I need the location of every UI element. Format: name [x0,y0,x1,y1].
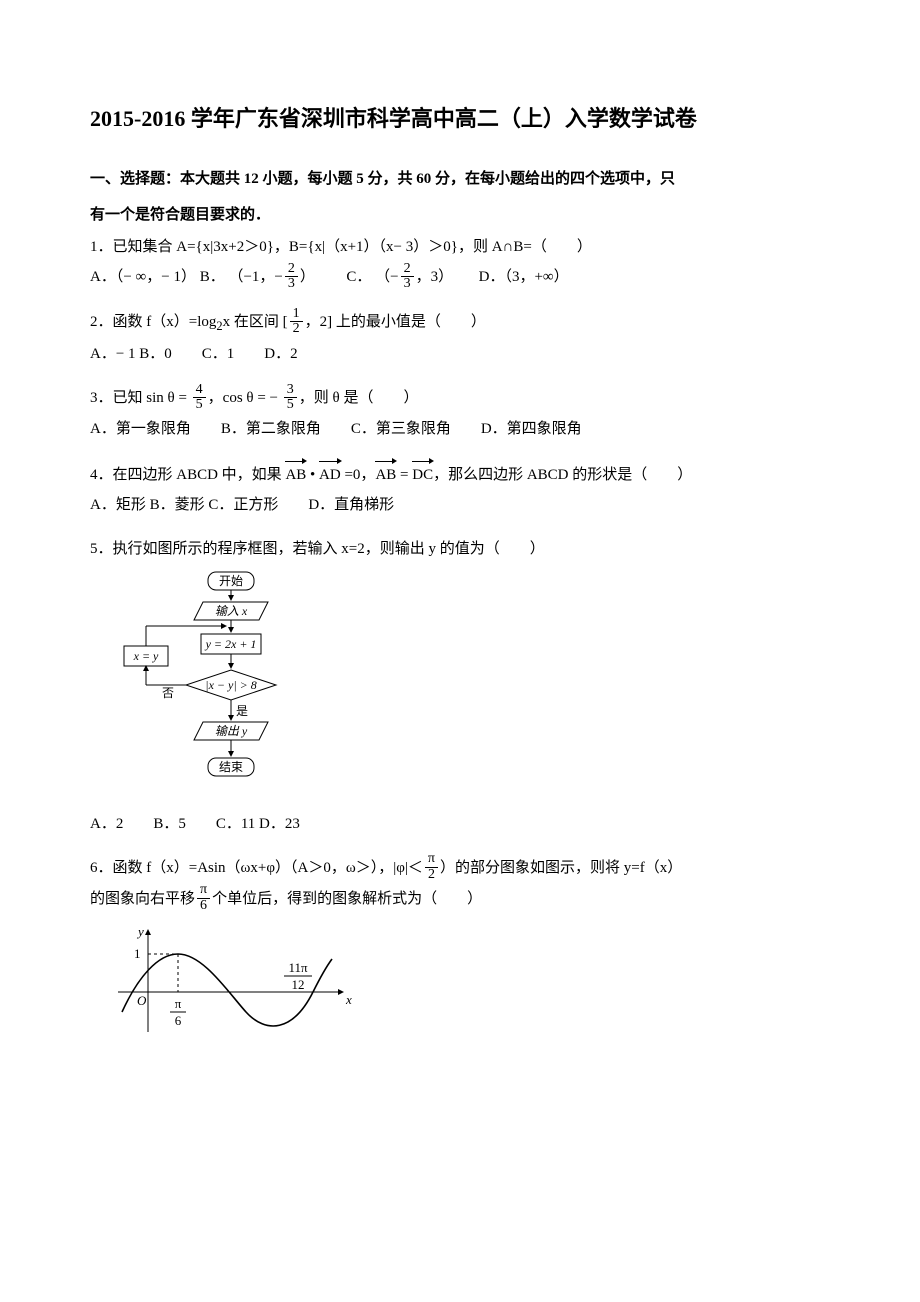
vector-ab-2: AB [375,458,396,490]
frac-2-3: 23 [285,262,298,292]
q4-stem: 4．在四边形 ABCD 中，如果 AB • AD =0，AB = DC，那么四边… [90,458,830,490]
svg-text:11π: 11π [288,960,308,975]
svg-text:开始: 开始 [219,574,243,588]
svg-text:y: y [136,924,144,939]
q6-l2b: 个单位后，得到的图象解析式为（ ） [212,891,482,907]
question-5: 5．执行如图所示的程序框图，若输入 x=2，则输出 y 的值为（ ） 开始 输入… [90,534,830,839]
q3-stem: 3．已知 sin θ = 45，cos θ = − 35，则 θ 是（ ） [90,383,830,414]
q2-close: ，2] 上的最小值是（ ） [305,314,486,330]
svg-text:y = 2x + 1: y = 2x + 1 [205,637,257,651]
svg-text:输入 x: 输入 x [215,604,248,618]
q4-dot: • [306,467,319,483]
svg-text:是: 是 [236,704,248,718]
q1-opt-c-pre: C． [346,269,371,285]
q5-stem: 5．执行如图所示的程序框图，若输入 x=2，则输出 y 的值为（ ） [90,534,830,564]
q4-pre: 4．在四边形 ABCD 中，如果 [90,467,285,483]
q1-opt-d: D．（3，+∞） [479,269,569,285]
q6-pre: 6．函数 f（x）=Asin（ωx+φ）（A＞0，ω＞），|φ|＜ [90,860,423,876]
q5-options: A．2 B．5 C．11 D．23 [90,809,830,839]
q1-stem: 1．已知集合 A={x|3x+2＞0}，B={x|（x+1）（x− 3）＞0}，… [90,232,830,262]
q2-mid: x 在区间 [ [223,314,288,330]
q1-opt-c-open: （− [375,269,398,285]
frac-2-3b: 23 [401,262,414,292]
svg-text:x = y: x = y [133,649,159,663]
frac-3-5: 35 [284,383,297,413]
svg-text:O: O [137,993,147,1008]
q4-eq: = [396,467,412,483]
question-4: 4．在四边形 ABCD 中，如果 AB • AD =0，AB = DC，那么四边… [90,458,830,520]
vector-ab: AB [285,458,306,490]
q6-stem-line1: 6．函数 f（x）=Asin（ωx+φ）（A＞0，ω＞），|φ|＜π2）的部分图… [90,853,830,884]
section-1-header: 一、选择题：本大题共 12 小题，每小题 5 分，共 60 分，在每小题给出的四… [90,167,830,228]
frac-pi-2: π2 [425,852,438,882]
q1-options: A．（− ∞，− 1） B． （−1，−23） C． （−23，3） D．（3，… [90,262,830,293]
frac-pi-6: π6 [197,883,210,913]
svg-text:π: π [175,996,182,1011]
q6-post: ）的部分图象如图示，则将 y=f（x） [440,860,682,876]
q1-opt-b-close: ） [300,269,315,285]
svg-text:x: x [345,992,352,1007]
q1-opt-b-open: （−1，− [228,269,282,285]
svg-text:1: 1 [134,946,141,961]
q2-pre: 2．函数 f（x）=log [90,314,216,330]
q5-flowchart: 开始 输入 x y = 2x + 1 |x − y| > 8 是 输 [108,570,830,805]
question-2: 2．函数 f（x）=log2x 在区间 [12，2] 上的最小值是（ ） A．−… [90,307,830,369]
svg-text:输出 y: 输出 y [215,724,248,738]
q3-options: A．第一象限角 B．第二象限角 C．第三象限角 D．第四象限角 [90,414,830,444]
q1-opt-c-close: ，3） [416,269,454,285]
section-1-line2: 有一个是符合题目要求的． [90,203,830,229]
svg-text:12: 12 [292,977,305,992]
q6-l2a: 的图象向右平移 [90,891,195,907]
frac-4-5: 45 [193,383,206,413]
q4-options: A．矩形 B．菱形 C．正方形 D．直角梯形 [90,490,830,520]
svg-text:否: 否 [162,686,174,700]
section-1-line1: 一、选择题：本大题共 12 小题，每小题 5 分，共 60 分，在每小题给出的四… [90,167,830,193]
q2-options: A．− 1 B．0 C．1 D．2 [90,339,830,369]
vector-ad: AD [319,458,341,490]
frac-1-2: 12 [290,307,303,337]
q1-opt-a-b-pre: A．（− ∞，− 1） B． [90,269,225,285]
question-6: 6．函数 f（x）=Asin（ωx+φ）（A＞0，ω＞），|φ|＜π2）的部分图… [90,853,830,1052]
q3-mid: ，cos θ = − [208,390,278,406]
q4-eq0: =0， [341,467,376,483]
q6-stem-line2: 的图象向右平移π6个单位后，得到的图象解析式为（ ） [90,884,830,915]
q3-end: ，则 θ 是（ ） [299,390,419,406]
page-title: 2015-2016 学年广东省深圳市科学高中高二（上）入学数学试卷 [90,100,830,137]
question-1: 1．已知集合 A={x|3x+2＞0}，B={x|（x+1）（x− 3）＞0}，… [90,232,830,293]
svg-text:结束: 结束 [219,760,243,774]
q2-stem: 2．函数 f（x）=log2x 在区间 [12，2] 上的最小值是（ ） [90,307,830,339]
svg-text:|x − y| > 8: |x − y| > 8 [205,678,256,692]
question-3: 3．已知 sin θ = 45，cos θ = − 35，则 θ 是（ ） A．… [90,383,830,444]
svg-text:6: 6 [175,1013,182,1028]
q6-graph: y x O 1 π 6 11π 12 [108,922,830,1052]
vector-dc: DC [412,458,433,490]
q3-pre: 3．已知 sin θ = [90,390,187,406]
q4-post: ，那么四边形 ABCD 的形状是（ ） [433,467,692,483]
